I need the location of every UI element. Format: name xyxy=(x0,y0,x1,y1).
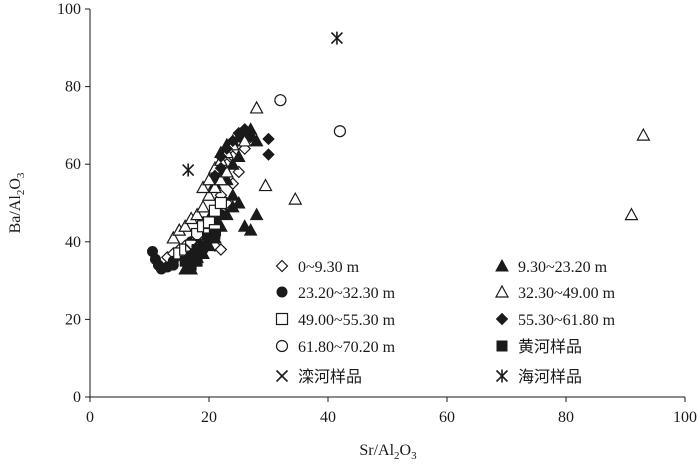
legend-marker xyxy=(275,369,289,383)
data-point xyxy=(214,196,227,210)
data-point xyxy=(178,219,193,232)
legend-marker xyxy=(494,284,510,298)
data-point xyxy=(166,230,181,244)
data-point xyxy=(197,240,209,252)
data-point xyxy=(207,180,222,194)
data-point xyxy=(243,223,258,236)
legend-label: 55.30~61.80 m xyxy=(518,312,616,329)
data-point xyxy=(274,94,287,107)
data-point xyxy=(262,132,275,146)
data-point xyxy=(201,172,217,186)
data-point xyxy=(213,172,228,186)
x-axis-title: Sr/Al2O3 xyxy=(359,442,417,462)
legend-label: 61.80~70.20 m xyxy=(298,339,396,356)
data-point xyxy=(167,259,179,271)
legend-marker xyxy=(495,258,509,272)
data-point xyxy=(220,142,234,155)
x-tick-label: 100 xyxy=(673,409,697,426)
data-point xyxy=(249,207,264,221)
x-tick-label: 20 xyxy=(201,409,217,426)
x-tick-label: 80 xyxy=(558,409,574,426)
data-points xyxy=(146,31,651,275)
legend-label: 海河样品 xyxy=(518,368,582,386)
legend-label: 32.30~49.00 m xyxy=(518,285,616,302)
data-point xyxy=(201,187,217,201)
y-tick-label: 80 xyxy=(65,79,81,96)
data-point xyxy=(191,235,204,248)
legend-label: 23.20~32.30 m xyxy=(298,285,396,302)
legend-marker xyxy=(275,339,289,353)
y-tick-label: 0 xyxy=(73,389,81,406)
axes: 0 20 40 60 80 100 0 20 40 60 80 100 Sr/Al2O3 Ba/Al2O3 xyxy=(7,1,697,462)
data-point xyxy=(231,195,246,209)
data-point xyxy=(624,207,639,221)
data-point xyxy=(333,125,346,138)
data-point xyxy=(262,148,275,161)
data-point xyxy=(231,149,246,162)
x-tick-label: 0 xyxy=(86,409,94,426)
legend-label: 滦河样品 xyxy=(298,368,362,386)
data-point xyxy=(238,123,251,136)
legend-marker xyxy=(276,286,288,298)
legend-marker xyxy=(495,369,509,383)
data-point xyxy=(190,207,205,221)
y-tick-label: 100 xyxy=(57,1,81,18)
data-point xyxy=(179,255,191,267)
data-point xyxy=(209,228,221,240)
y-tick-label: 20 xyxy=(65,311,81,328)
legend-label: 0~9.30 m xyxy=(298,259,360,276)
data-point xyxy=(249,100,264,114)
data-point xyxy=(191,244,203,256)
data-point xyxy=(226,134,240,148)
legend-label: 黄河样品 xyxy=(518,338,582,356)
legend-label: 9.30~23.20 m xyxy=(518,259,608,276)
data-point xyxy=(225,188,240,201)
data-point xyxy=(191,255,203,267)
x-tick-label: 40 xyxy=(320,409,336,426)
data-point xyxy=(203,232,215,244)
data-point xyxy=(208,169,222,183)
data-point xyxy=(636,127,651,141)
legend-label: 49.00~55.30 m xyxy=(298,312,396,329)
data-point xyxy=(185,259,197,271)
data-point xyxy=(225,157,240,170)
data-point xyxy=(330,31,343,45)
legend-marker xyxy=(275,312,289,326)
legend-marker xyxy=(495,312,509,326)
data-point xyxy=(214,161,228,175)
y-axis-title: Ba/Al2O3 xyxy=(7,172,27,233)
data-point xyxy=(185,251,197,263)
y-tick-label: 60 xyxy=(65,156,81,173)
legend: 0~9.30 m 9.30~23.20 m 23.20~32.30 m 32.30~4… xyxy=(275,258,616,386)
legend-marker xyxy=(496,340,508,352)
data-point xyxy=(185,243,198,256)
x-tick-label: 60 xyxy=(439,409,455,426)
y-tick-label: 40 xyxy=(65,234,81,251)
data-point xyxy=(214,243,228,256)
data-point xyxy=(288,191,303,205)
data-point xyxy=(258,178,273,192)
data-point xyxy=(219,164,234,178)
data-point xyxy=(249,133,264,147)
data-point xyxy=(196,199,211,213)
data-point xyxy=(182,163,195,177)
data-point xyxy=(244,130,257,144)
data-point xyxy=(237,133,252,147)
legend-marker xyxy=(275,259,289,273)
data-point xyxy=(196,180,211,194)
